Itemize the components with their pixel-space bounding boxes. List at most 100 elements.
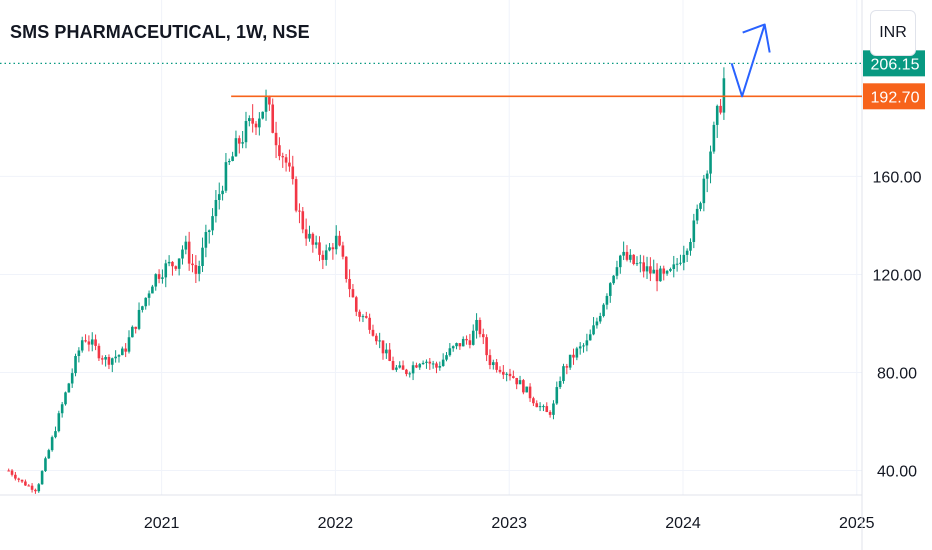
candle-body xyxy=(418,364,422,368)
candle-body xyxy=(54,431,57,438)
candle-body xyxy=(689,241,692,251)
candle-body xyxy=(558,381,562,388)
y-tick-label: 40.00 xyxy=(877,463,917,480)
candle-body xyxy=(124,348,127,352)
candle-body xyxy=(582,345,585,347)
candle-body xyxy=(548,412,552,415)
candle-body xyxy=(441,359,445,367)
candle-body xyxy=(308,233,311,239)
candle-body xyxy=(341,245,345,257)
candle-body xyxy=(709,151,712,174)
candle-body xyxy=(37,484,41,492)
candle-body xyxy=(425,361,428,363)
last-price-label: 206.15 xyxy=(871,56,920,73)
candle-body xyxy=(712,124,716,152)
candle-body xyxy=(455,343,458,347)
candle-body xyxy=(538,406,542,408)
candle-body xyxy=(167,261,171,264)
candle-body xyxy=(271,104,275,133)
candle-body xyxy=(211,216,214,231)
candle-body xyxy=(722,78,726,113)
candle-body xyxy=(254,123,258,128)
candle-body xyxy=(100,358,104,360)
candle-body xyxy=(695,208,699,221)
candle-body xyxy=(184,241,188,250)
candle-body xyxy=(34,489,37,492)
candle-body xyxy=(94,339,97,346)
candle-body xyxy=(675,263,679,265)
candle-body xyxy=(177,258,181,269)
candle-body xyxy=(385,349,388,354)
candle-body xyxy=(268,97,271,105)
candle-body xyxy=(264,97,268,112)
candle-body xyxy=(97,345,101,359)
x-tick-label: 2022 xyxy=(318,515,354,532)
candle-body xyxy=(20,479,24,482)
x-tick-label: 2025 xyxy=(839,515,875,532)
candle-body xyxy=(10,470,14,475)
resistance-price-label-bg xyxy=(863,83,925,110)
candle-body xyxy=(127,337,131,352)
candle-body xyxy=(532,398,535,404)
candle-body xyxy=(227,160,231,163)
candle-body xyxy=(679,262,682,264)
candle-body xyxy=(522,380,525,393)
candle-body xyxy=(585,340,589,346)
candle-body xyxy=(154,274,158,287)
resistance-price-label: 192.70 xyxy=(871,89,920,106)
arrow-head xyxy=(742,23,771,53)
candle-body xyxy=(241,142,244,144)
candle-body xyxy=(338,235,341,246)
candle-body xyxy=(528,386,532,399)
candle-body xyxy=(649,266,652,274)
candle-body xyxy=(207,230,211,233)
candle-body xyxy=(448,348,452,356)
candle-body xyxy=(655,269,659,282)
candle-body xyxy=(14,474,17,479)
candle-body xyxy=(87,341,91,345)
candle-body xyxy=(401,365,405,370)
candle-body xyxy=(665,270,669,274)
candle-body xyxy=(705,173,709,179)
candle-body xyxy=(391,360,395,370)
candle-body xyxy=(30,485,34,490)
candle-body xyxy=(592,325,595,335)
candle-body xyxy=(80,340,84,351)
candle-body xyxy=(699,203,702,209)
candle-body xyxy=(398,365,402,368)
candle-body xyxy=(612,275,615,284)
currency-button[interactable]: INR xyxy=(870,10,916,56)
candle-body xyxy=(164,263,168,278)
candle-body xyxy=(491,362,495,366)
candle-body xyxy=(324,250,328,260)
candle-body xyxy=(110,358,114,365)
candle-body xyxy=(461,338,465,347)
candle-body xyxy=(157,274,161,279)
candle-body xyxy=(161,277,164,279)
candle-body xyxy=(465,338,468,341)
candle-body xyxy=(298,210,301,212)
candle-body xyxy=(632,254,635,264)
candle-body xyxy=(121,348,124,356)
candle-body xyxy=(395,367,398,370)
candle-body xyxy=(635,263,639,265)
candle-body xyxy=(542,406,545,408)
candle-body xyxy=(435,363,438,368)
candle-body xyxy=(107,357,111,365)
candle-body xyxy=(572,354,575,358)
candle-body xyxy=(669,268,672,271)
candle-body xyxy=(328,247,331,251)
candle-body xyxy=(475,319,478,331)
candle-body xyxy=(364,316,368,318)
candle-body xyxy=(512,376,515,378)
candle-body xyxy=(50,437,54,451)
candle-body xyxy=(652,269,656,274)
candle-body xyxy=(261,111,264,119)
candle-body xyxy=(498,369,502,372)
candle-body xyxy=(301,211,305,230)
candle-body xyxy=(274,132,278,146)
candle-body xyxy=(291,166,295,180)
candle-body xyxy=(495,362,498,370)
candle-body xyxy=(478,319,482,335)
